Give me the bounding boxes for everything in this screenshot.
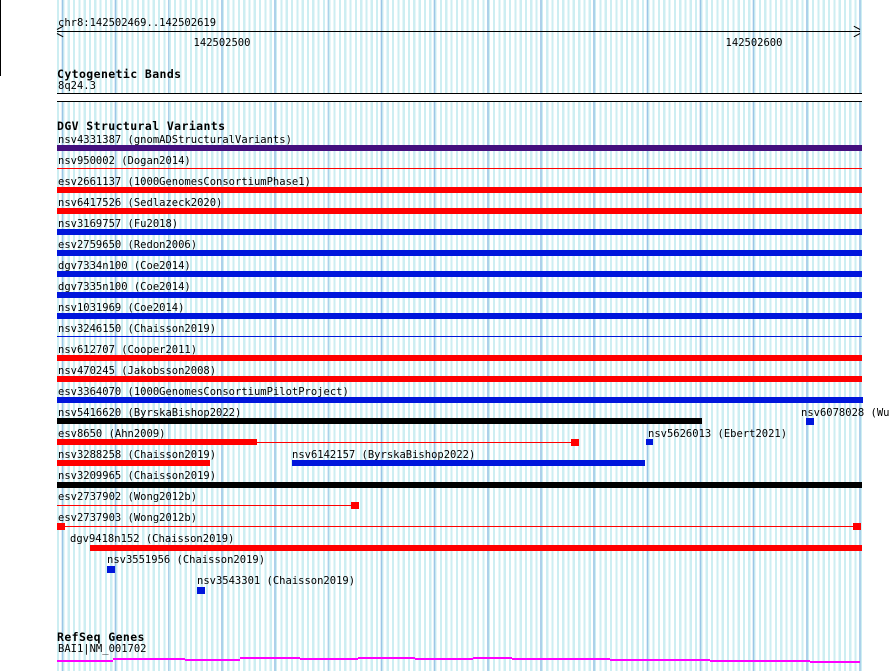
variant-box[interactable] [806,418,814,425]
variant-bar[interactable] [57,250,862,256]
variant-label[interactable]: nsv3551956 (Chaisson2019) [107,554,266,566]
gene-model-segment[interactable] [710,660,810,662]
gene-model-segment[interactable] [57,660,113,662]
variant-bar[interactable] [57,145,862,151]
ruler-tick [0,4,1,8]
ruler-tick-label: 142502500 [193,37,251,49]
variant-bar[interactable] [57,271,862,277]
variant-label[interactable]: nsv1031969 (Coe2014) [58,302,185,314]
gene-model-segment[interactable] [473,657,512,659]
variant-label[interactable]: dgv7334n100 (Coe2014) [58,260,191,272]
refseq-gene-label[interactable]: BAI1|NM_001702 [58,643,147,655]
variant-box[interactable] [646,439,653,445]
variant-label[interactable]: nsv3288258 (Chaisson2019) [58,449,217,461]
variant-line[interactable] [57,505,355,506]
variant-box[interactable] [571,439,579,446]
variant-line[interactable] [57,526,855,527]
variant-box[interactable] [197,587,205,594]
ruler-tick [0,24,1,28]
ruler-tick [0,40,1,44]
variant-label[interactable]: esv2759650 (Redon2006) [58,239,198,251]
ruler-tick [0,44,1,48]
dgv-structural-variants-heading: DGV Structural Variants [57,119,226,133]
variant-bar[interactable] [57,460,210,466]
ruler-tick [0,36,1,40]
variant-label[interactable]: nsv5416620 (ByrskaBishop2022) [58,407,242,419]
ruler-tick [0,28,1,32]
variant-label[interactable]: esv8650 (Ahn2009) [58,428,166,440]
variant-label[interactable]: nsv6078028 (Wu [801,407,890,419]
ruler-tick [0,12,1,16]
variant-line[interactable] [257,442,572,443]
ruler-tick-label: 142502600 [725,37,783,49]
ruler-panel-background [57,0,862,93]
gene-model-segment[interactable] [300,658,358,660]
ruler-line [57,31,860,32]
ruler-tick [0,20,1,24]
tracks-panel-background [57,102,862,671]
variant-label[interactable]: nsv612707 (Cooper2011) [58,344,198,356]
variant-label[interactable]: esv2661137 (1000GenomesConsortiumPhase1) [58,176,311,188]
variant-bar[interactable] [57,355,862,361]
variant-label[interactable]: nsv470245 (Jakobsson2008) [58,365,217,377]
variant-label[interactable]: nsv5626013 (Ebert2021) [648,428,788,440]
gene-model-segment[interactable] [240,657,300,659]
cytogenetic-bands-heading: Cytogenetic Bands [57,67,182,81]
gene-model-segment[interactable] [810,661,860,663]
ruler-major-tick [0,68,1,76]
variant-label[interactable]: esv2737902 (Wong2012b) [58,491,198,503]
section-divider [57,93,862,94]
variant-box[interactable] [351,502,359,509]
gene-model-segment[interactable] [610,659,710,661]
ruler-tick [0,32,1,36]
section-divider [57,101,862,102]
variant-label[interactable]: esv2737903 (Wong2012b) [58,512,198,524]
variant-label[interactable]: nsv6142157 (ByrskaBishop2022) [292,449,476,461]
cytogenetic-band-label[interactable]: 8q24.3 [58,80,96,92]
ruler-tick [0,48,1,52]
gene-model-segment[interactable] [512,658,610,660]
variant-label[interactable]: nsv4331387 (gnomADStructuralVariants) [58,134,292,146]
gene-model-segment[interactable] [113,658,185,660]
variant-bar[interactable] [57,418,702,424]
variant-label[interactable]: nsv6417526 (Sedlazeck2020) [58,197,223,209]
variant-label[interactable]: nsv950002 (Dogan2014) [58,155,191,167]
variant-box[interactable] [853,523,861,530]
variant-label[interactable]: nsv3543301 (Chaisson2019) [197,575,356,587]
variant-label[interactable]: nsv3209965 (Chaisson2019) [58,470,217,482]
variant-box[interactable] [107,566,115,573]
variant-bar[interactable] [57,376,862,382]
variant-bar[interactable] [57,187,862,193]
variant-label[interactable]: dgv7335n100 (Coe2014) [58,281,191,293]
variant-bar[interactable] [57,439,257,445]
variant-bar[interactable] [90,545,862,551]
ruler-tick [0,8,1,12]
ruler-tick [0,56,1,60]
ruler-major-tick [0,60,1,68]
variant-label[interactable]: nsv3169757 (Fu2018) [58,218,179,230]
ruler-tick [0,16,1,20]
variant-line[interactable] [57,336,862,337]
ruler-tick [0,0,1,4]
variant-label[interactable]: nsv3246150 (Chaisson2019) [58,323,217,335]
gene-model-segment[interactable] [358,657,415,659]
variant-bar[interactable] [57,292,862,298]
variant-bar[interactable] [57,313,862,319]
variant-label[interactable]: esv3364070 (1000GenomesConsortiumPilotPr… [58,386,349,398]
variant-bar[interactable] [57,208,862,214]
coordinate-ruler: 142502500 142502600 [0,0,890,76]
variant-bar[interactable] [57,482,862,488]
ruler-tick [0,52,1,56]
variant-bar[interactable] [292,460,645,466]
variant-bar[interactable] [57,397,863,403]
refseq-genes-heading: RefSeq Genes [57,630,145,644]
variant-line[interactable] [57,168,862,169]
gene-model-segment[interactable] [415,658,473,660]
variant-bar[interactable] [57,229,862,235]
gene-model-segment[interactable] [185,659,240,661]
region-coordinates: chr8:142502469..142502619 [58,17,217,29]
variant-label[interactable]: dgv9418n152 (Chaisson2019) [70,533,235,545]
